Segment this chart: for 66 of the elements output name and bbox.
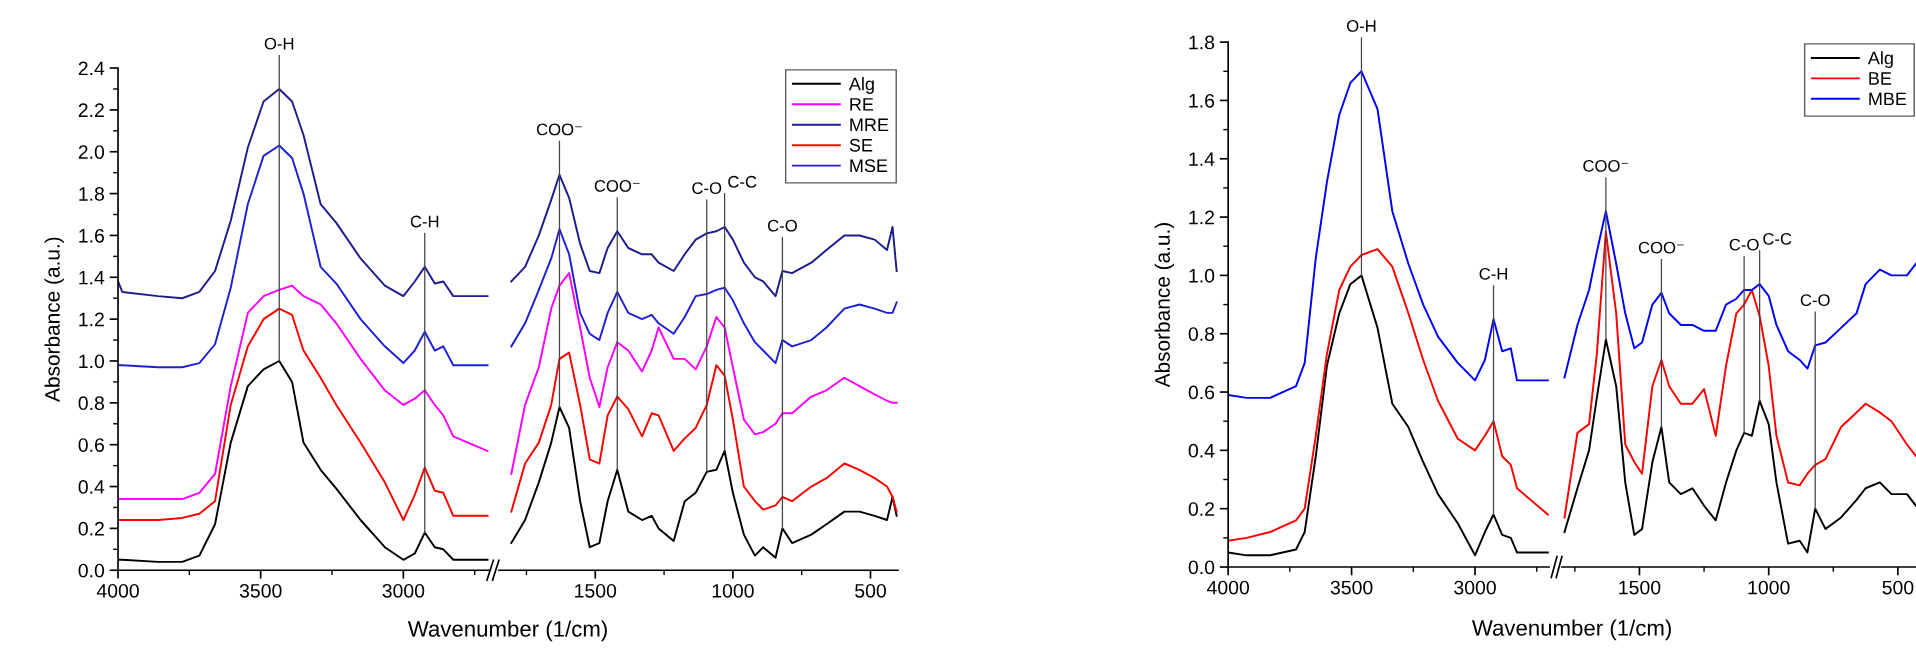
x-tick-label: 4000: [1206, 580, 1250, 595]
y-tick-label: 1.6: [1189, 93, 1215, 108]
x-axis-title: Wavenumber (1/cm): [407, 620, 607, 642]
legend-label: SE: [849, 138, 873, 152]
y-tick-label: 0.2: [78, 521, 104, 536]
annotation: C-O: [768, 219, 797, 232]
legend-label: MSE: [850, 159, 888, 173]
x-tick-label: 3000: [382, 583, 425, 598]
line-series: [1228, 70, 1549, 399]
y-tick-label: 0.8: [1188, 327, 1215, 341]
y-tick-label: 1.8: [79, 187, 104, 201]
annotation: C-O: [692, 182, 722, 194]
x-tick-label: 1500: [575, 583, 617, 598]
y-tick-label: 1.8: [1189, 35, 1215, 50]
x-tick-label: 3500: [239, 583, 282, 598]
annotation: C-C: [728, 175, 757, 188]
annotation: COO⁻: [1583, 160, 1629, 172]
y-tick-label: 0.0: [1188, 560, 1215, 575]
annotation: COO⁻: [536, 123, 582, 136]
annotation: COO⁻: [594, 180, 640, 192]
legend-label: MBE: [1869, 92, 1907, 106]
y-tick-label: 1.4: [79, 270, 105, 285]
y-axis-title: Absorbance (a.u.): [1154, 223, 1175, 388]
annotation: C-C: [1763, 232, 1792, 245]
y-tick-label: 0.2: [1188, 502, 1214, 516]
y-tick-label: 1.2: [1189, 210, 1214, 225]
x-tick-label: 500: [1882, 580, 1914, 595]
line-series: [118, 284, 489, 501]
y-tick-label: 0.8: [78, 396, 104, 411]
y-tick-label: 0.4: [78, 480, 105, 494]
annotation: O-H: [264, 37, 294, 50]
legend-label: Alg: [1867, 51, 1893, 68]
y-tick-label: 0.4: [1188, 443, 1215, 458]
x-tick-label: 3500: [1330, 580, 1373, 595]
x-tick-label: 1000: [712, 583, 754, 598]
y-tick-label: 1.4: [1189, 152, 1215, 166]
x-axis-title: Wavenumber (1/cm): [1471, 619, 1671, 641]
y-tick-label: 0.6: [78, 438, 104, 452]
line-series: [118, 307, 489, 521]
annotation: C-O: [1800, 294, 1830, 306]
annotation: O-H: [1346, 20, 1376, 32]
x-tick-label: 3000: [1454, 580, 1496, 595]
x-tick-label: 4000: [96, 583, 139, 598]
y-tick-label: 0.6: [1188, 385, 1215, 400]
y-tick-label: 1.6: [79, 228, 104, 243]
y-axis-title: Absorbance (a.u.): [44, 237, 64, 402]
x-tick-label: 1000: [1748, 580, 1790, 595]
x-tick-label: 500: [855, 583, 886, 598]
line-series: [118, 144, 489, 369]
y-tick-label: 2.4: [78, 61, 105, 76]
legend-label: Alg: [848, 77, 874, 94]
y-tick-label: 2.2: [78, 103, 104, 117]
y-tick-label: 1.0: [1189, 268, 1215, 283]
y-tick-label: 2.0: [78, 145, 105, 159]
legend-label: RE: [850, 98, 874, 111]
y-tick-label: 0.0: [78, 563, 105, 578]
y-tick-label: 1.2: [79, 312, 104, 327]
legend-label: MRE: [850, 118, 889, 132]
x-tick-label: 1500: [1619, 580, 1661, 595]
annotation: COO⁻: [1638, 241, 1684, 254]
annotation: C-O: [1729, 238, 1759, 251]
annotation: C-H: [410, 215, 439, 228]
annotation: C-H: [1479, 267, 1507, 280]
legend-label: BE: [1869, 72, 1892, 85]
line-series: [118, 88, 489, 300]
y-tick-label: 1.0: [79, 354, 105, 369]
